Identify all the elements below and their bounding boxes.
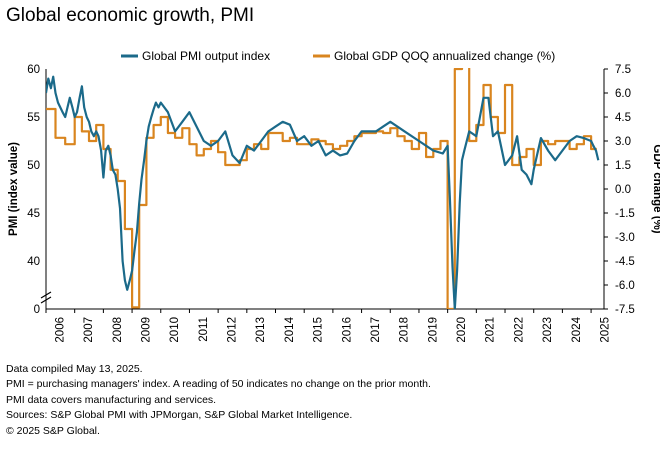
y-left-tick-label: 45 xyxy=(27,208,40,220)
x-tick-label: 2009 xyxy=(140,317,152,343)
footnote-coverage: PMI data covers manufacturing and servic… xyxy=(6,393,217,406)
x-tick-label: 2022 xyxy=(513,317,525,343)
series-line-pmi xyxy=(46,75,600,309)
x-tick-label: 2025 xyxy=(599,317,611,343)
y-left-axis-title: PMI (index value) xyxy=(8,142,20,236)
x-tick-label: 2020 xyxy=(456,317,468,343)
x-tick-label: 2007 xyxy=(83,317,95,343)
x-tick-label: 2018 xyxy=(399,317,411,343)
footnote-pmi-definition: PMI = purchasing managers' index. A read… xyxy=(6,378,431,391)
x-tick-label: 2016 xyxy=(341,317,353,343)
y-left-tick-label: 60 xyxy=(27,64,40,76)
x-tick-label: 2011 xyxy=(198,317,210,342)
x-tick-label: 2023 xyxy=(542,317,554,343)
y-right-tick-label: -1.5 xyxy=(615,208,635,220)
axis-break-marker xyxy=(40,291,52,304)
footnote-compiled: Data compiled May 13, 2025. xyxy=(6,363,143,375)
chart-title: Global economic growth, PMI xyxy=(6,5,255,26)
y-left-tick-label: 0 xyxy=(34,304,40,316)
y-right-tick-label: -6.0 xyxy=(615,280,635,292)
footnote-copyright: © 2025 S&P Global. xyxy=(6,424,100,437)
y-left-tick-label: 40 xyxy=(27,256,40,268)
y-left-tick-label: 50 xyxy=(27,160,40,172)
y-right-tick-label: 4.5 xyxy=(615,112,631,124)
footnote-sources: Sources: S&P Global PMI with JPMorgan, S… xyxy=(6,409,353,422)
x-tick-label: 2014 xyxy=(284,316,296,342)
x-tick-label: 2013 xyxy=(255,317,267,343)
legend-label-pmi: Global PMI output index xyxy=(142,49,270,63)
series-line-gdp xyxy=(46,68,597,309)
y-right-axis-title: GDP change (%) xyxy=(651,144,660,233)
x-tick-label: 2015 xyxy=(313,317,325,343)
x-tick-label: 2021 xyxy=(485,317,497,343)
x-tick-label: 2010 xyxy=(169,317,181,343)
y-right-tick-label: -4.5 xyxy=(615,256,635,268)
y-left-tick-label: 55 xyxy=(27,112,40,124)
x-tick-label: 2019 xyxy=(427,317,439,343)
x-tick-label: 2017 xyxy=(370,317,382,343)
footnotes: Data compiled May 13, 2025. PMI = purcha… xyxy=(6,362,431,439)
y-right-tick-label: -3.0 xyxy=(615,232,635,244)
y-right-tick-label: 0.0 xyxy=(615,184,631,196)
chart-svg: Global PMI output index Global GDP QOQ an… xyxy=(8,49,660,343)
y-right-tick-label: 7.5 xyxy=(615,64,631,76)
x-tick-label: 2008 xyxy=(112,317,124,343)
y-right-tick-label: 3.0 xyxy=(615,136,631,148)
y-right-tick-label: -7.5 xyxy=(615,304,635,316)
x-tick-label: 2012 xyxy=(227,317,239,343)
x-tick-label: 2006 xyxy=(54,317,66,343)
y-right-tick-label: 6.0 xyxy=(615,88,631,100)
x-tick-label: 2024 xyxy=(571,316,583,342)
y-right-tick-label: 1.5 xyxy=(615,160,631,172)
legend-label-gdp: Global GDP QOQ annualized change (%) xyxy=(334,49,555,63)
